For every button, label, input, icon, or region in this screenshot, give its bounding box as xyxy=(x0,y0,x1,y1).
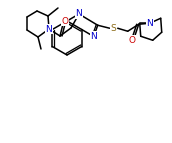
Text: O: O xyxy=(62,16,68,25)
Text: N: N xyxy=(46,24,52,33)
Text: N: N xyxy=(90,32,97,41)
Text: N: N xyxy=(146,19,153,28)
Text: N: N xyxy=(76,9,82,18)
Text: O: O xyxy=(128,36,135,45)
Text: S: S xyxy=(111,24,117,33)
